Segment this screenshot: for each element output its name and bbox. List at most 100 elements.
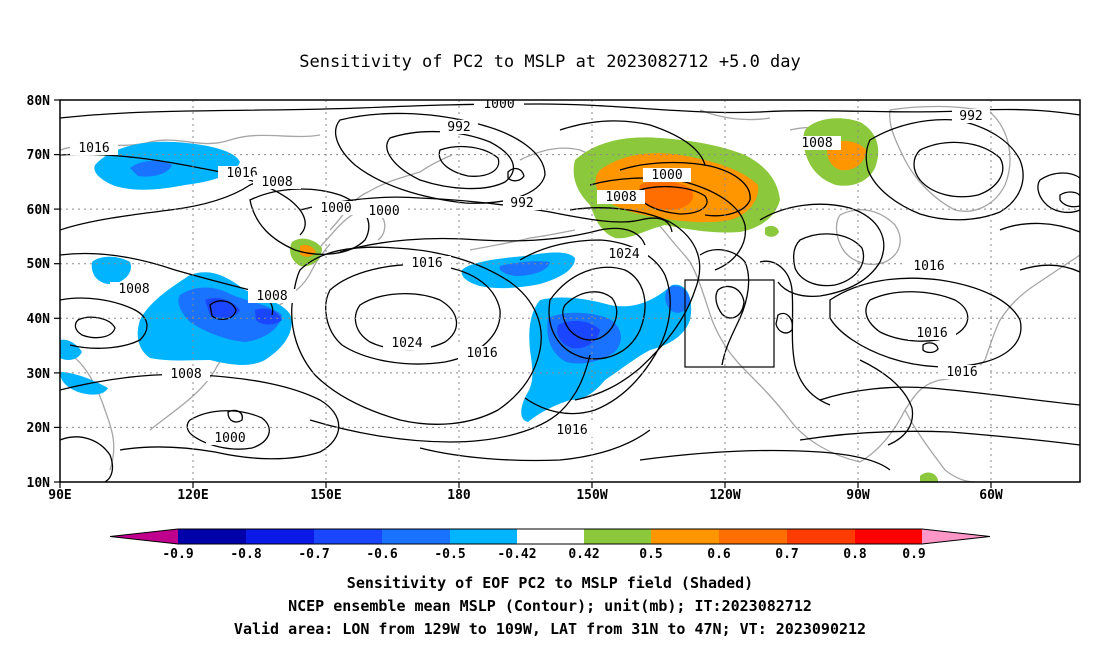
colorbar-swatch xyxy=(314,529,382,544)
contour-line xyxy=(562,291,618,341)
coastline-north-america-west xyxy=(689,261,861,463)
contour-label: 1016 xyxy=(411,256,442,271)
contour-line xyxy=(60,436,114,482)
lat-label: 30N xyxy=(27,367,51,382)
contour-line xyxy=(339,227,646,253)
latitude-labels: 80N 70N 60N 50N 40N 30N 20N 10N xyxy=(27,94,51,491)
contour-line xyxy=(1037,172,1080,213)
contour-line xyxy=(569,207,701,401)
contour-label: 1000 xyxy=(214,431,245,446)
lat-label: 70N xyxy=(27,148,51,163)
coastline-greenland xyxy=(889,105,1011,212)
colorbar-swatch xyxy=(584,529,651,544)
lat-label: 50N xyxy=(27,257,51,272)
contour-label: 1016 xyxy=(913,259,944,274)
contour-line xyxy=(335,112,546,204)
contour-line xyxy=(619,161,751,217)
shade-negative-china-core xyxy=(205,298,282,325)
contour-line xyxy=(922,342,939,354)
contour-line xyxy=(829,277,1022,368)
colorbar-label: 0.42 xyxy=(568,547,599,562)
contour-line xyxy=(859,359,914,446)
contour-line xyxy=(548,266,646,360)
contour-line xyxy=(559,120,706,166)
shade-negative-west-edge xyxy=(60,339,108,395)
lon-label: 150E xyxy=(310,488,341,503)
shade-negative-bc-coast xyxy=(665,285,690,313)
contour-line xyxy=(793,233,865,287)
colorbar-swatch xyxy=(246,529,314,544)
colorbar-outline xyxy=(109,528,991,545)
contour-line xyxy=(1059,191,1080,208)
coastline-hudson-bay xyxy=(835,209,901,265)
contour-label: 1000 xyxy=(368,204,399,219)
colorbar-swatch xyxy=(719,529,787,544)
shade-negative-siberia-core xyxy=(130,160,172,177)
contour-label: 1024 xyxy=(608,247,639,262)
contour-line xyxy=(699,249,750,366)
colorbar-label: -0.42 xyxy=(497,547,536,562)
colorbar-label: 0.9 xyxy=(902,547,925,562)
contour-label: 1016 xyxy=(946,365,977,380)
lon-label: 180 xyxy=(447,488,471,503)
shade-negative-aleutians-core xyxy=(499,261,550,276)
colorbar: -0.9 -0.8 -0.7 -0.6 -0.5 -0.42 0.42 0.5 … xyxy=(109,528,991,562)
colorbar-swatch xyxy=(517,529,584,544)
contour-label: 1008 xyxy=(256,289,287,304)
contour-line xyxy=(819,386,1080,406)
caption-line: Sensitivity of EOF PC2 to MSLP field (Sh… xyxy=(347,574,753,592)
contour-line xyxy=(227,409,243,423)
caption-line: Valid area: LON from 129W to 109W, LAT f… xyxy=(234,620,866,638)
coastline-central-america xyxy=(904,409,976,482)
contour-label: 1008 xyxy=(605,190,636,205)
lon-label: 120W xyxy=(709,488,740,503)
contour-line xyxy=(999,222,1080,233)
contour-line xyxy=(309,354,591,443)
contour-label: 992 xyxy=(510,196,533,211)
contour-label: 992 xyxy=(447,120,470,135)
colorbar-label: -0.8 xyxy=(230,547,261,562)
map-panel: 1000 992 1016 1016 1008 1000 1000 992 10… xyxy=(27,94,1081,503)
colorbar-label: 0.8 xyxy=(843,547,867,562)
contour-line xyxy=(438,145,500,177)
colorbar-swatch xyxy=(450,529,517,544)
colorbar-swatch xyxy=(178,529,246,544)
lon-label: 120E xyxy=(177,488,208,503)
map-frame xyxy=(59,99,1081,483)
contour-label: 1008 xyxy=(118,282,149,297)
lon-label: 90E xyxy=(48,488,71,503)
lat-label: 10N xyxy=(27,476,51,491)
contour-label: 1016 xyxy=(556,423,587,438)
contour-line xyxy=(60,297,148,349)
contour-line xyxy=(507,167,525,182)
contour-labels: 1000 992 1016 1016 1008 1000 1000 992 10… xyxy=(70,97,990,446)
colorbar-swatch xyxy=(787,529,855,544)
contour-label: 1024 xyxy=(391,336,422,351)
contour-label: 1008 xyxy=(170,367,201,382)
contour-line xyxy=(291,246,542,425)
contour-label: 1008 xyxy=(801,136,832,151)
lon-label: 150W xyxy=(576,488,607,503)
contour-label: 1000 xyxy=(483,97,514,112)
contour-line xyxy=(354,293,458,351)
colorbar-label: -0.6 xyxy=(366,547,397,562)
contour-line xyxy=(519,239,671,415)
colorbar-label: 0.5 xyxy=(639,547,662,562)
coastline-aleutians xyxy=(469,229,576,251)
contour-label: 1016 xyxy=(226,166,257,181)
axis-ticks xyxy=(54,99,992,488)
colorbar-swatch xyxy=(855,529,922,544)
colorbar-swatch xyxy=(651,529,719,544)
coastline-us-east xyxy=(984,254,1080,361)
colorbar-label: 0.6 xyxy=(707,547,731,562)
mslp-contours xyxy=(60,103,1080,482)
lat-label: 20N xyxy=(27,421,51,436)
contour-line xyxy=(799,430,1080,446)
caption-line: NCEP ensemble mean MSLP (Contour); unit(… xyxy=(288,597,812,615)
contour-label: 1016 xyxy=(78,141,109,156)
contour-line xyxy=(775,312,793,334)
lat-label: 40N xyxy=(27,312,51,327)
contour-label: 992 xyxy=(959,109,982,124)
colorbar-label: 0.7 xyxy=(775,547,798,562)
lat-label: 80N xyxy=(27,94,51,109)
